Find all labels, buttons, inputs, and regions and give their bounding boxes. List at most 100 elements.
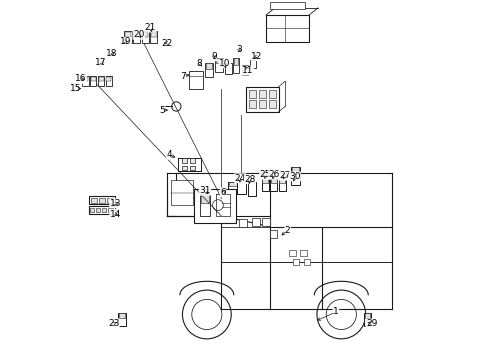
Bar	[270, 178, 276, 183]
Bar	[98, 76, 104, 86]
Text: 18: 18	[106, 49, 117, 58]
Bar	[99, 77, 103, 81]
Bar	[229, 182, 237, 186]
Bar	[190, 158, 195, 163]
Text: 6: 6	[220, 188, 225, 197]
Bar	[241, 64, 247, 75]
Bar	[269, 230, 277, 238]
Text: 4: 4	[166, 150, 172, 159]
Bar	[188, 71, 203, 89]
Text: 28: 28	[244, 175, 255, 184]
Bar	[142, 31, 148, 42]
Text: 15: 15	[70, 84, 81, 93]
Bar	[105, 76, 112, 86]
Text: 7: 7	[180, 72, 186, 81]
Bar	[303, 259, 309, 265]
Text: 11: 11	[242, 66, 253, 75]
Text: 29: 29	[366, 319, 377, 328]
Bar	[88, 206, 115, 214]
Bar	[125, 32, 131, 37]
Bar	[250, 60, 255, 68]
Bar	[259, 90, 266, 98]
Text: 2: 2	[284, 226, 290, 235]
Bar	[251, 218, 259, 226]
Bar	[249, 90, 256, 98]
Bar	[190, 166, 195, 170]
Text: 24: 24	[234, 174, 245, 183]
Bar	[201, 194, 209, 203]
Bar	[90, 208, 94, 212]
Text: 25: 25	[259, 170, 270, 179]
Bar	[82, 77, 88, 81]
Bar	[270, 178, 277, 191]
Bar	[171, 180, 192, 205]
Bar	[292, 259, 299, 265]
Bar	[106, 198, 112, 203]
Bar	[364, 313, 369, 319]
Bar	[91, 198, 97, 203]
Bar	[237, 180, 246, 194]
Text: 31: 31	[199, 186, 210, 195]
Bar	[269, 100, 276, 108]
Bar	[96, 208, 100, 212]
Text: 19: 19	[120, 37, 131, 46]
Bar	[182, 166, 187, 170]
Bar	[119, 313, 125, 319]
Bar	[150, 31, 157, 42]
Bar	[233, 58, 239, 73]
Text: 5: 5	[159, 105, 164, 114]
Bar	[90, 76, 96, 86]
Bar	[262, 178, 267, 183]
Bar	[224, 63, 231, 74]
Bar	[269, 3, 305, 9]
Text: 16: 16	[75, 75, 86, 84]
Text: 30: 30	[288, 172, 300, 181]
Bar	[88, 196, 115, 204]
Bar	[246, 87, 278, 112]
Bar	[206, 63, 211, 69]
Bar	[234, 58, 238, 65]
Bar	[215, 58, 223, 72]
Bar	[204, 63, 212, 77]
Bar	[199, 194, 210, 216]
Bar	[278, 178, 285, 191]
Bar	[239, 220, 246, 227]
Bar	[259, 100, 266, 108]
Text: 10: 10	[219, 59, 230, 68]
Text: 9: 9	[211, 52, 217, 61]
Bar	[289, 250, 295, 256]
Bar	[133, 31, 140, 42]
Text: 27: 27	[279, 171, 290, 180]
Bar	[133, 32, 139, 37]
Bar	[290, 167, 300, 185]
Bar	[279, 178, 285, 183]
Bar	[269, 90, 276, 98]
Text: 14: 14	[109, 210, 121, 219]
Bar	[300, 250, 306, 256]
Text: 23: 23	[108, 319, 119, 328]
Text: 13: 13	[109, 199, 121, 208]
Bar	[124, 31, 131, 42]
Bar	[216, 58, 222, 63]
Bar	[106, 77, 111, 81]
Text: 8: 8	[196, 59, 202, 68]
Bar	[102, 208, 106, 212]
Bar	[142, 32, 148, 37]
Bar	[182, 158, 187, 163]
Bar	[82, 76, 88, 86]
Bar	[249, 100, 256, 108]
Bar	[228, 182, 238, 194]
Bar	[194, 189, 235, 223]
Bar	[363, 313, 371, 326]
Bar	[291, 167, 299, 174]
Bar	[151, 32, 156, 37]
Text: 22: 22	[162, 39, 173, 48]
Bar	[247, 182, 255, 196]
Bar	[265, 15, 308, 42]
Text: 17: 17	[95, 58, 106, 67]
Text: 26: 26	[268, 170, 279, 179]
Bar	[118, 313, 126, 326]
Bar	[99, 198, 104, 203]
Text: 12: 12	[251, 52, 262, 61]
Text: 1: 1	[332, 307, 338, 316]
